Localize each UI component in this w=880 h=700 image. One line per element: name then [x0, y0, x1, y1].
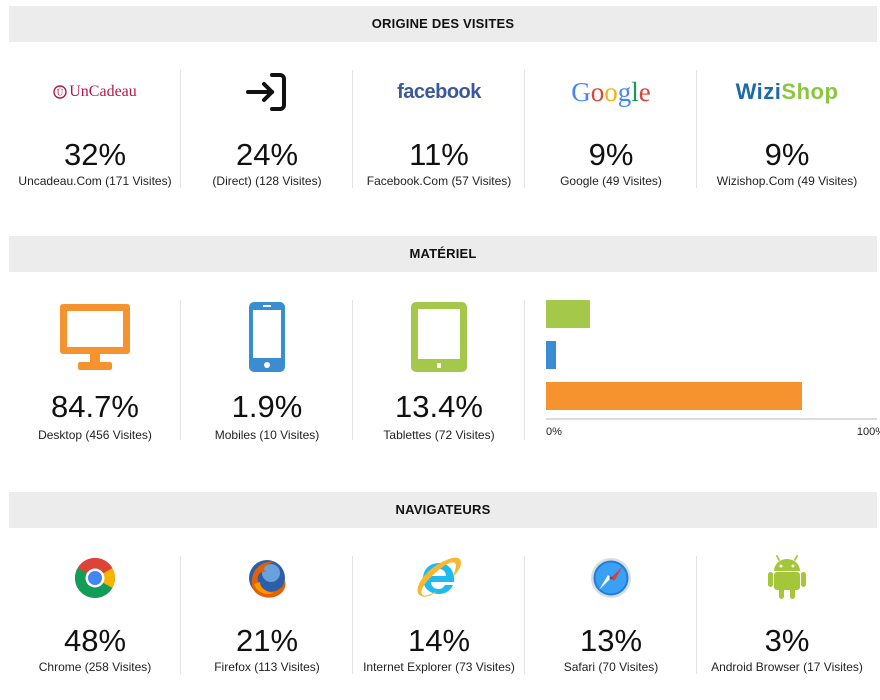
firefox-icon — [181, 556, 353, 600]
chart-tick-min: 0% — [546, 426, 562, 438]
materiel-label: Mobiles (10 Visites) — [214, 428, 320, 442]
safari-icon — [525, 556, 697, 600]
navigateur-label: Android Browser (17 Visites) — [711, 660, 863, 674]
chart-bar-desktop — [546, 382, 802, 410]
navigateur-label: Firefox (113 Visites) — [214, 660, 320, 674]
wizishop-logo: WiziShop — [735, 79, 839, 104]
section-header-navigateurs: NAVIGATEURS — [9, 492, 877, 528]
svg-text:Ü: Ü — [57, 88, 64, 98]
navigateur-percentage: 13% — [579, 623, 643, 658]
navigateur-label: Internet Explorer (73 Visites) — [363, 660, 515, 674]
direct-entry-icon — [181, 70, 353, 114]
origine-percentage: 9% — [588, 137, 634, 172]
materiel-percentage: 84.7% — [51, 389, 139, 424]
origine-percentage: 32% — [63, 137, 127, 172]
origine-item-wizishop: WiziShop 9% Wizishop.Com (49 Visites) — [697, 58, 877, 188]
origine-item-google: Google 9% Google (49 Visites) — [525, 58, 697, 188]
navigateur-percentage: 21% — [235, 623, 299, 658]
section-header-materiel: MATÉRIEL — [9, 236, 877, 272]
origine-percentage: 11% — [409, 137, 469, 172]
origine-row: Ü UnCadeau 32% Uncadeau.Com (171 Visites… — [9, 58, 877, 188]
materiel-item-tablet: 13.4% Tablettes (72 Visites) — [353, 296, 525, 446]
origine-label: Google (49 Visites) — [560, 174, 662, 188]
navigateur-item-safari: 13% Safari (70 Visites) — [525, 544, 697, 674]
materiel-label: Tablettes (72 Visites) — [383, 428, 495, 442]
navigateur-label: Safari (70 Visites) — [563, 660, 659, 674]
mobile-icon — [181, 300, 353, 374]
origine-percentage: 24% — [235, 137, 299, 172]
materiel-percentage: 1.9% — [231, 389, 303, 424]
chrome-icon — [9, 556, 181, 600]
navigateurs-row: 48% Chrome (258 Visites) 21% Firefox (11… — [9, 544, 877, 674]
chart-tick-max: 100% — [856, 426, 880, 438]
chart-bar-mobiles — [546, 341, 556, 369]
internet-explorer-icon — [353, 556, 525, 600]
materiel-item-mobile: 1.9% Mobiles (10 Visites) — [181, 296, 353, 446]
materiel-label: Desktop (456 Visites) — [38, 428, 152, 442]
origine-label: Wizishop.Com (49 Visites) — [716, 174, 858, 188]
chart-bar-tablettes — [546, 300, 590, 328]
origine-item-facebook: facebook 11% Facebook.Com (57 Visites) — [353, 58, 525, 188]
materiel-percentage: 13.4% — [395, 389, 483, 424]
origine-label: (Direct) (128 Visites) — [212, 174, 322, 188]
uncadeau-logo: Ü UnCadeau — [9, 70, 181, 114]
origine-percentage: 9% — [764, 137, 810, 172]
materiel-item-desktop: 84.7% Desktop (456 Visites) — [9, 296, 181, 446]
facebook-logo: facebook — [397, 80, 481, 103]
navigateur-percentage: 48% — [63, 623, 127, 658]
origine-label: Uncadeau.Com (171 Visites) — [18, 174, 172, 188]
materiel-row: 84.7% Desktop (456 Visites) 1.9% Mobiles… — [9, 296, 880, 446]
tablet-icon — [353, 300, 525, 374]
chart-axis — [546, 418, 877, 420]
origine-item-direct: 24% (Direct) (128 Visites) — [181, 58, 353, 188]
navigateur-item-android: 3% Android Browser (17 Visites) — [697, 544, 877, 674]
navigateur-item-chrome: 48% Chrome (258 Visites) — [9, 544, 181, 674]
navigateur-percentage: 14% — [407, 623, 471, 658]
device-bar-chart: 0% 100% — [546, 296, 880, 446]
navigateur-percentage: 3% — [764, 623, 810, 658]
android-icon — [697, 555, 877, 600]
google-logo: Google — [571, 76, 651, 107]
navigateur-label: Chrome (258 Visites) — [38, 660, 152, 674]
origine-item-uncadeau: Ü UnCadeau 32% Uncadeau.Com (171 Visites… — [9, 58, 181, 188]
section-header-origine: ORIGINE DES VISITES — [9, 6, 877, 42]
desktop-icon — [9, 300, 181, 374]
origine-label: Facebook.Com (57 Visites) — [366, 174, 512, 188]
navigateur-item-ie: 14% Internet Explorer (73 Visites) — [353, 544, 525, 674]
navigateur-item-firefox: 21% Firefox (113 Visites) — [181, 544, 353, 674]
